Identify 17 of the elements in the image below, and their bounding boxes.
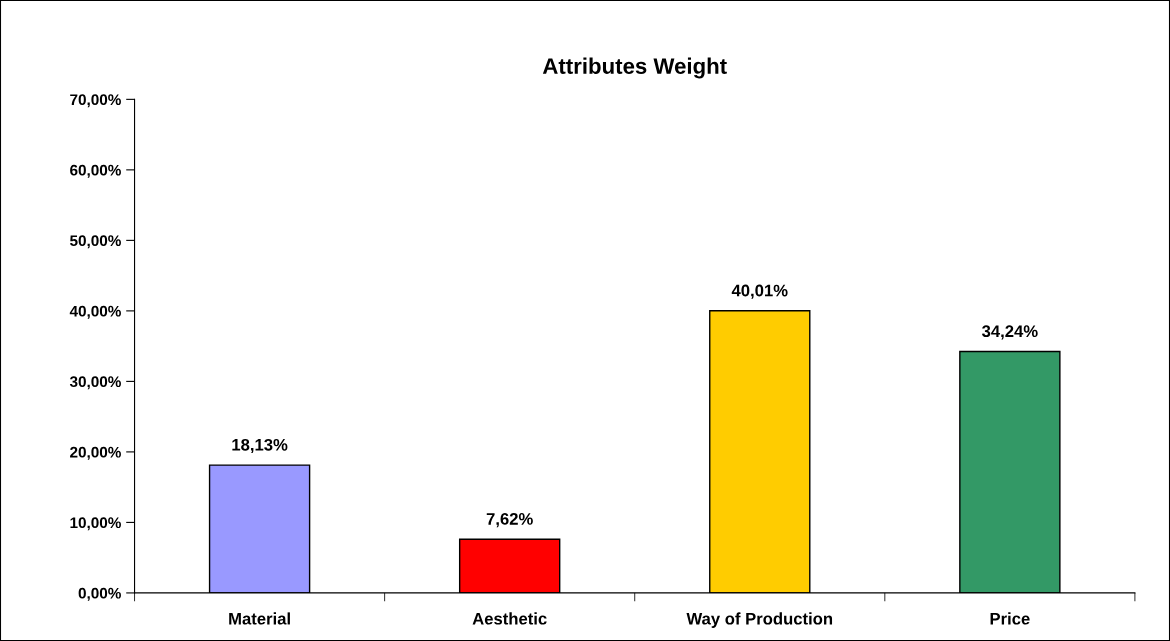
y-tick-label: 60,00% xyxy=(70,164,121,178)
y-tick-label: 40,00% xyxy=(69,305,121,319)
data-label: 7,62% xyxy=(486,512,533,528)
y-tick-label: 30,00% xyxy=(69,376,121,390)
x-tick-label: Material xyxy=(229,612,290,625)
y-tick-label: 10,00% xyxy=(70,517,121,531)
y-tick-label: 0,00% xyxy=(78,587,121,601)
x-tick-label: Aesthetic xyxy=(472,612,547,625)
y-tick-label: 50,00% xyxy=(70,235,121,249)
data-label: 40,01% xyxy=(731,284,788,299)
chart-title: Attributes Weight xyxy=(542,57,727,79)
y-tick-label: 20,00% xyxy=(70,446,121,460)
x-tick-label: Way of Production xyxy=(686,612,833,628)
data-label: 34,24% xyxy=(981,325,1038,340)
y-tick-label: 70,00% xyxy=(70,94,121,108)
x-tick-label: Price xyxy=(990,612,1030,625)
data-label: 18,13% xyxy=(232,438,288,454)
